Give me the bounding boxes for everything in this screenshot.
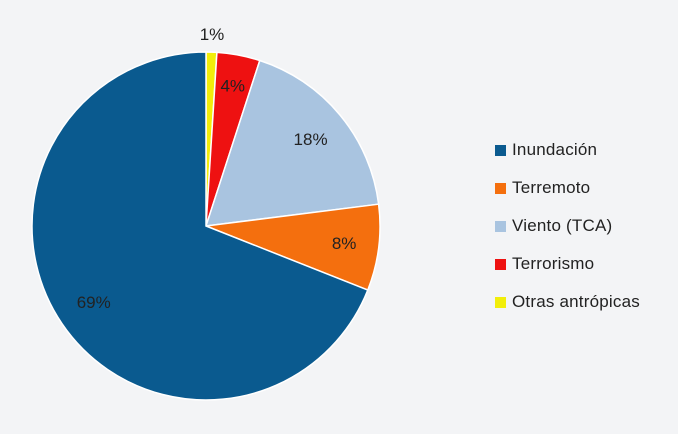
legend-label-terremoto: Terremoto — [512, 178, 591, 197]
legend-swatch-inundacion — [495, 144, 506, 156]
pie-slice-inundacion — [31, 51, 369, 401]
legend-item-inundacion: Inundación — [495, 140, 640, 160]
legend-label-terrorismo: Terrorismo — [512, 254, 595, 273]
data-label-terrorismo: 4% — [220, 76, 245, 95]
data-label-terremoto: 8% — [332, 234, 357, 253]
legend-item-viento: Viento (TCA) — [495, 216, 640, 236]
legend-swatch-terremoto — [495, 182, 506, 194]
legend-swatch-terrorismo — [495, 258, 506, 270]
data-label-otras-antropicas: 1% — [200, 25, 225, 44]
pie-slice-viento — [204, 59, 380, 227]
legend-label-viento: Viento (TCA) — [512, 216, 613, 235]
legend-swatch-otras-antropicas — [495, 296, 506, 308]
legend-label-otras-antropicas: Otras antrópicas — [512, 292, 640, 311]
chart-legend: Inundación Terremoto Viento (TCA) Terror… — [495, 140, 640, 312]
data-label-inundacion: 69% — [77, 293, 111, 312]
legend-item-terrorismo: Terrorismo — [495, 254, 640, 274]
data-label-viento: 18% — [294, 130, 328, 149]
legend-item-otras-antropicas: Otras antrópicas — [495, 292, 640, 312]
legend-item-terremoto: Terremoto — [495, 178, 640, 198]
legend-swatch-viento — [495, 220, 506, 232]
legend-label-inundacion: Inundación — [512, 140, 598, 159]
